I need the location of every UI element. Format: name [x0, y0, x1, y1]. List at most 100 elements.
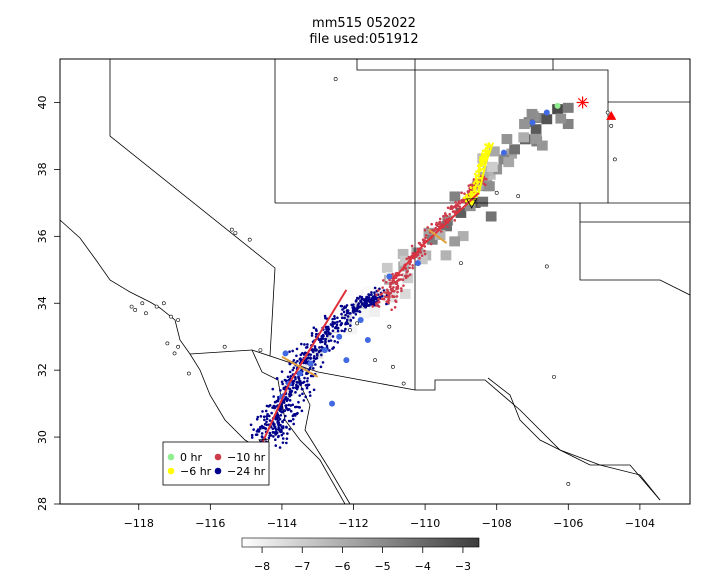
station-marker	[544, 264, 549, 269]
particle-point	[352, 303, 355, 306]
particle-point	[339, 304, 343, 308]
concentration-cell	[485, 211, 497, 222]
particle-point	[344, 313, 347, 317]
particle-point	[424, 234, 428, 237]
particle-point	[272, 395, 276, 398]
particle-point	[331, 335, 335, 338]
particle-point	[319, 349, 323, 352]
particle-point	[341, 308, 344, 311]
particle-point	[250, 433, 254, 437]
station-marker	[566, 482, 571, 486]
particle-point	[309, 353, 313, 356]
particle-point	[271, 387, 275, 391]
chart-subtitle: file used:051912	[309, 32, 418, 47]
particle-point	[295, 380, 299, 384]
particle-point	[264, 409, 268, 413]
particle-point	[259, 427, 262, 430]
mexico-coast	[487, 377, 661, 501]
particle-point	[274, 405, 277, 408]
particle-point	[340, 312, 343, 316]
trajectory-line	[281, 355, 319, 378]
particle-point	[468, 192, 471, 196]
colorbar-tick-label: −5	[374, 560, 390, 573]
particle-point	[288, 370, 292, 374]
particle-point	[440, 222, 444, 226]
particle-point	[423, 252, 427, 256]
x-tick-label: −108	[482, 517, 512, 530]
legend-label: −10 hr	[227, 451, 266, 464]
particle-point	[302, 399, 306, 402]
particle-point	[340, 329, 344, 333]
particle-point	[439, 230, 443, 233]
particle-point	[452, 210, 456, 213]
particle-point	[346, 310, 349, 314]
particle-point	[273, 400, 277, 404]
particle-point	[260, 432, 264, 435]
particle-point	[296, 386, 300, 389]
station-marker	[129, 304, 134, 309]
particle-point	[450, 207, 454, 210]
concentration-cell	[434, 229, 446, 240]
particle-point	[265, 420, 268, 424]
particle-point	[480, 153, 484, 157]
particle-point	[475, 170, 478, 173]
concentration-cell	[423, 227, 435, 238]
particle-point	[368, 293, 371, 297]
particle-point	[297, 405, 301, 409]
particle-point	[314, 363, 317, 366]
particle-point	[336, 333, 343, 340]
x-axis: −118 −116 −114 −112 −110 −108 −106 −104	[124, 504, 655, 530]
x-tick-label: −110	[410, 517, 440, 530]
particle-point	[390, 287, 393, 291]
particle-point	[385, 280, 388, 284]
particle-point	[317, 350, 321, 354]
concentration-cell	[455, 207, 467, 218]
x-tick-label: −106	[553, 517, 583, 530]
concentration-cell	[501, 134, 513, 145]
particle-point	[275, 417, 279, 420]
particle-point	[287, 403, 291, 407]
particle-point	[295, 405, 299, 409]
particle-point	[301, 351, 304, 355]
triangle-outline-marker	[465, 198, 478, 209]
particle-point	[364, 305, 367, 309]
station-marker	[144, 311, 148, 316]
particle-point	[312, 326, 316, 330]
particle-point	[324, 340, 327, 344]
concentration-cell	[283, 385, 295, 396]
particle-point	[352, 316, 355, 319]
particle-point	[481, 149, 485, 153]
particle-point	[271, 406, 274, 409]
state-borders	[60, 59, 690, 504]
colorbar-tick-label: −8	[254, 560, 270, 573]
particle-point	[382, 279, 385, 282]
particle-point	[335, 323, 339, 327]
particle-point	[314, 349, 318, 352]
particle-point	[400, 273, 404, 277]
concentration-cell	[534, 112, 546, 124]
red-triangle-marker	[606, 110, 617, 120]
particle-point	[294, 391, 297, 394]
particle-point	[310, 332, 314, 335]
station-marker	[222, 344, 227, 349]
particle-point	[324, 326, 328, 329]
particle-point	[329, 339, 333, 342]
particle-point	[375, 304, 378, 307]
particle-point	[472, 181, 476, 185]
station-markers	[129, 77, 617, 486]
particle-point	[280, 380, 284, 384]
legend-label: −24 hr	[227, 465, 266, 478]
particle-point	[338, 319, 342, 323]
particle-point	[263, 418, 266, 422]
particle-point	[483, 156, 487, 159]
particle-point	[391, 295, 394, 299]
particle-point	[307, 356, 310, 360]
station-marker	[516, 194, 521, 199]
particle-point	[462, 196, 466, 200]
particle-point	[386, 295, 390, 299]
particle-point	[317, 338, 321, 342]
particle-point	[268, 414, 271, 418]
particle-point	[420, 254, 424, 257]
particle-point	[456, 204, 460, 208]
particle-point	[475, 183, 478, 187]
